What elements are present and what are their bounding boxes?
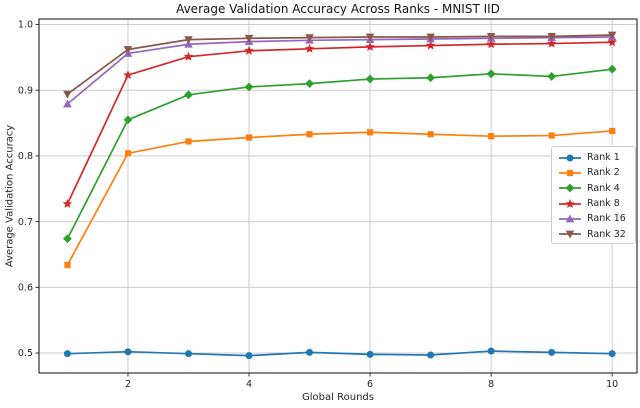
marker-square [64,261,71,269]
legend-label: Rank 1 [587,152,620,164]
marker-diamond [184,90,193,100]
marker-triangle-down [305,34,314,43]
x-axis-label: Global Rounds [302,392,374,403]
chart-title: Average Validation Accuracy Across Ranks… [176,2,500,16]
legend-label: Rank 2 [587,167,620,179]
marker-square [488,133,495,140]
marker-triangle-down [486,32,496,41]
marker-triangle-down [184,36,193,45]
marker-diamond [607,64,617,74]
marker-circle [124,348,132,356]
legend-marker-triangle-down-icon [559,230,581,239]
marker-square [245,134,253,141]
marker-star [607,37,617,47]
legend-label: Rank 16 [587,213,626,225]
marker-star [304,43,315,53]
tick-label-x: 4 [246,379,252,390]
legend-item: Rank 4 [558,181,635,196]
marker-circle [245,352,253,360]
marker-diamond [63,234,72,244]
marker-triangle-down [123,46,133,54]
marker-triangle-down [607,31,617,40]
marker-diamond [565,183,575,193]
marker-square [306,131,313,138]
marker-diamond [123,115,133,125]
series-line [66,130,613,266]
marker-square [609,127,616,135]
marker-triangle-down [565,230,575,239]
legend-label: Rank 4 [587,182,620,194]
marker-diamond [305,79,314,89]
legend-label: Rank 32 [587,228,626,240]
series-line [66,36,613,105]
legend-item: Rank 8 [558,196,635,211]
marker-triangle-down [244,34,254,43]
legend-item: Rank 32 [558,226,635,241]
marker-diamond [547,72,557,81]
marker-square [566,169,574,177]
marker-triangle-down [426,33,435,42]
marker-square [124,150,132,157]
marker-diamond [365,74,375,84]
tick-label-y: 0.9 [18,85,33,96]
tick-label-y: 0.7 [18,217,33,228]
marker-triangle-down [547,32,556,41]
series-line [66,41,613,205]
marker-circle [566,154,574,162]
series-line [66,34,613,95]
marker-circle [608,350,616,358]
legend-item: Rank 2 [558,165,635,180]
tick-label-x: 6 [367,379,373,390]
legend-label: Rank 8 [587,198,620,210]
marker-star [244,45,254,55]
legend-marker-star-icon [559,198,581,208]
legend-item: Rank 16 [558,211,635,226]
marker-diamond [486,69,496,79]
marker-diamond [244,82,254,92]
marker-star [565,198,575,208]
marker-circle [427,351,435,359]
series-line [67,350,613,357]
marker-square [548,132,555,139]
marker-star [425,40,436,50]
marker-triangle-down [365,33,375,42]
marker-star [183,51,194,61]
marker-circle [306,348,314,356]
legend-marker-circle-icon [559,154,581,162]
tick-label-x: 2 [125,379,131,390]
marker-star [123,70,133,80]
marker-triangle-down [63,90,72,99]
legend-marker-square-icon [559,169,581,177]
legend-marker-triangle-up-icon [559,214,581,223]
marker-triangle-up [565,214,575,223]
y-axis-label: Average Validation Accuracy [4,124,16,268]
axes-spines [38,18,638,374]
marker-square [366,129,374,136]
marker-star [365,41,375,51]
marker-circle [366,350,374,358]
tick-label-y: 0.8 [18,151,33,162]
marker-diamond [426,73,436,83]
marker-circle [487,347,495,355]
tick-label-y: 0.6 [18,283,33,294]
marker-star [546,38,557,48]
marker-square [185,138,192,145]
marker-star [62,198,73,208]
tick-label-y: 1.0 [18,20,33,31]
tick-label-x: 10 [606,379,618,390]
tick-label-x: 8 [488,379,494,390]
marker-star [486,39,496,49]
marker-circle [63,350,71,358]
marker-square [427,131,434,138]
legend-marker-diamond-icon [559,183,581,193]
legend-item: Rank 1 [558,150,635,165]
marker-circle [185,350,192,358]
legend: Rank 1 Rank 2 Rank 4 Rank 8 Rank 16 Rank 32 [551,146,636,244]
marker-circle [548,348,556,356]
tick-label-y: 0.5 [18,348,33,359]
marker-triangle-up [63,99,72,108]
series-line [66,68,613,240]
